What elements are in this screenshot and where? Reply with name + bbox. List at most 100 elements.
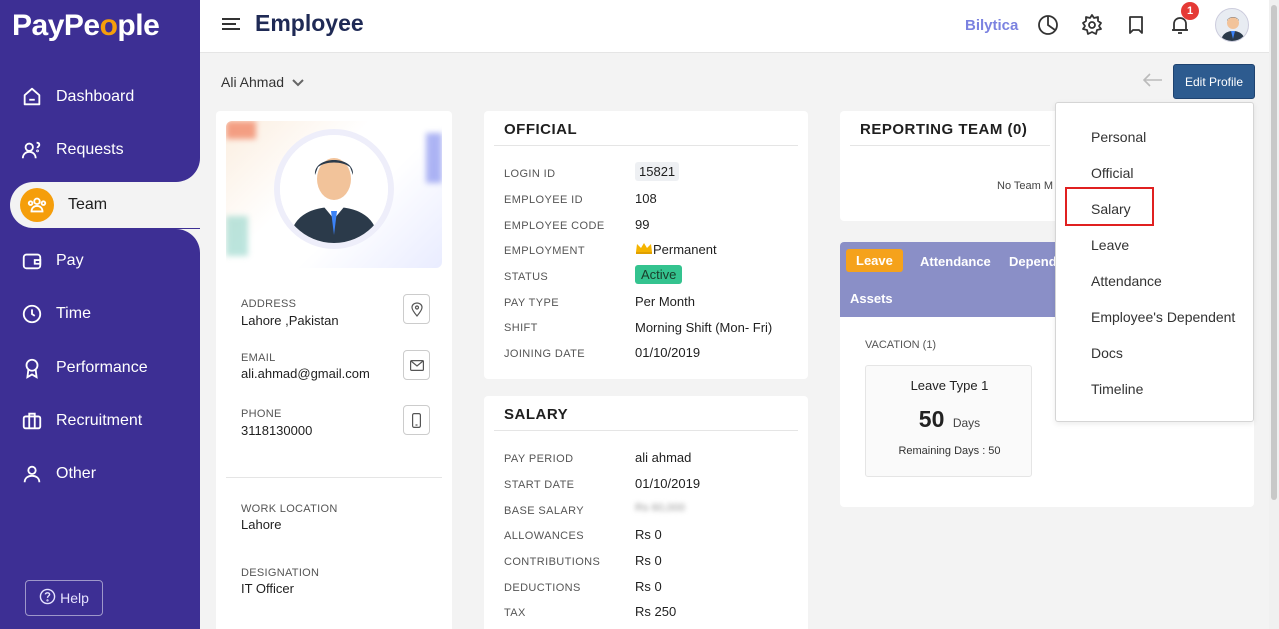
tab-assets[interactable]: Assets: [850, 291, 893, 306]
email-value: ali.ahmad@gmail.com: [241, 366, 370, 381]
work-location-value: Lahore: [241, 517, 282, 532]
sidebar-item-label: Pay: [56, 252, 84, 269]
menu-item-attendance[interactable]: Attendance: [1091, 273, 1162, 289]
employment-value: Permanent: [635, 242, 717, 257]
employment-text: Permanent: [653, 242, 717, 257]
menu-item-leave[interactable]: Leave: [1091, 237, 1130, 253]
phone-value: 3118130000: [241, 423, 313, 438]
sidebar-item-requests[interactable]: Requests: [0, 127, 200, 173]
sidebar-item-label: Time: [56, 305, 91, 322]
map-pin-icon[interactable]: [403, 294, 430, 324]
paint-splash-decoration: [226, 121, 256, 139]
hamburger-menu-icon[interactable]: [222, 17, 240, 36]
section-divider: [850, 145, 1050, 146]
crown-icon: [635, 242, 653, 257]
sidebar-item-label: Requests: [56, 141, 124, 158]
shift-label: SHIFT: [504, 322, 538, 334]
tab-dependents[interactable]: Depend: [1009, 254, 1057, 269]
help-button[interactable]: Help: [25, 580, 103, 616]
employee-id-value: 108: [635, 191, 657, 206]
logo-text-b: ple: [117, 9, 160, 42]
address-label: ADDRESS: [241, 298, 297, 310]
salary-card: SALARY PAY PERIOD ali ahmad START DATE 0…: [484, 396, 808, 629]
leave-type-title: Leave Type 1: [910, 378, 989, 393]
help-icon: [39, 588, 56, 608]
edit-profile-dropdown: Personal Official Salary Leave Attendanc…: [1055, 102, 1254, 422]
sidebar-item-performance[interactable]: Performance: [0, 345, 200, 391]
leave-type-box: Leave Type 1 50 Days Remaining Days : 50: [865, 365, 1032, 477]
sidebar-item-dashboard[interactable]: Dashboard: [0, 74, 200, 120]
login-id-pill: 15821: [635, 162, 680, 181]
mail-icon[interactable]: [403, 350, 430, 380]
paint-splash-decoration: [426, 133, 442, 183]
status-label: STATUS: [504, 271, 549, 283]
menu-item-dependent[interactable]: Employee's Dependent: [1091, 309, 1236, 325]
deductions-value: Rs 0: [635, 579, 662, 594]
menu-item-docs[interactable]: Docs: [1091, 345, 1123, 361]
brand-name[interactable]: Bilytica: [965, 17, 1019, 34]
tab-attendance[interactable]: Attendance: [920, 254, 991, 269]
no-team-text: No Team M: [997, 180, 1054, 192]
email-label: EMAIL: [241, 352, 276, 364]
sidebar-item-other[interactable]: Other: [0, 451, 200, 497]
contributions-value: Rs 0: [635, 553, 662, 568]
deductions-label: DEDUCTIONS: [504, 582, 581, 594]
bell-icon[interactable]: [1168, 13, 1192, 37]
allowances-value: Rs 0: [635, 527, 662, 542]
scrollbar-thumb[interactable]: [1271, 5, 1277, 500]
sidebar-item-pay[interactable]: Pay: [0, 238, 200, 284]
address-value: Lahore ,Pakistan: [241, 313, 339, 328]
reporting-team-title: REPORTING TEAM (0): [860, 121, 1028, 138]
menu-item-timeline[interactable]: Timeline: [1091, 381, 1144, 397]
page-scrollbar[interactable]: [1269, 0, 1279, 629]
top-header: Employee Bilytica 1: [200, 0, 1279, 53]
profile-photo-frame: [226, 121, 442, 268]
profile-photo: [274, 129, 394, 249]
sidebar-item-team[interactable]: Team: [10, 182, 200, 228]
gear-icon[interactable]: [1080, 13, 1104, 37]
vacation-label: VACATION (1): [865, 339, 937, 351]
sidebar-item-recruitment[interactable]: Recruitment: [0, 398, 200, 444]
phone-label: PHONE: [241, 408, 282, 420]
pay-icon: [20, 249, 44, 273]
salary-title: SALARY: [504, 406, 569, 423]
pay-period-label: PAY PERIOD: [504, 453, 574, 465]
status-badge: Active: [635, 265, 683, 284]
edit-profile-button[interactable]: Edit Profile: [1173, 64, 1255, 99]
sidebar-item-label: Dashboard: [56, 88, 135, 105]
team-icon: [20, 188, 54, 222]
joining-date-label: JOINING DATE: [504, 348, 585, 360]
joining-date-value: 01/10/2019: [635, 345, 701, 360]
employee-selector[interactable]: Ali Ahmad: [221, 74, 304, 90]
sidebar-curve-bottom: [170, 229, 200, 259]
official-title: OFFICIAL: [504, 121, 578, 138]
menu-item-official[interactable]: Official: [1091, 165, 1134, 181]
tab-leave[interactable]: Leave: [846, 249, 903, 272]
sidebar-item-time[interactable]: Time: [0, 291, 200, 337]
pay-type-label: PAY TYPE: [504, 297, 559, 309]
employee-id-label: EMPLOYEE ID: [504, 194, 583, 206]
user-avatar[interactable]: [1215, 8, 1249, 42]
menu-item-personal[interactable]: Personal: [1091, 129, 1147, 145]
allowances-label: ALLOWANCES: [504, 530, 585, 542]
bookmark-icon[interactable]: [1124, 13, 1148, 37]
official-card: OFFICIAL LOGIN ID 15821 EMPLOYEE ID 108 …: [484, 111, 808, 379]
menu-item-salary[interactable]: Salary: [1091, 201, 1131, 217]
back-arrow-icon[interactable]: [1142, 70, 1163, 93]
app-logo[interactable]: PayPeople: [12, 9, 160, 43]
notification-badge: 1: [1181, 2, 1199, 20]
logo-text-o: o: [99, 9, 118, 42]
pay-type-value: Per Month: [635, 294, 695, 309]
employee-code-label: EMPLOYEE CODE: [504, 220, 605, 232]
sidebar-item-label: Other: [56, 465, 97, 482]
sidebar-item-label: Performance: [56, 359, 148, 376]
logo-text-a: PayPe: [12, 9, 100, 42]
shift-value: Morning Shift (Mon- Fri): [635, 320, 773, 335]
pie-chart-icon[interactable]: [1036, 13, 1060, 37]
login-id-value: 15821: [635, 162, 680, 181]
chevron-down-icon: [292, 74, 304, 90]
phone-icon[interactable]: [403, 405, 430, 435]
designation-label: DESIGNATION: [241, 567, 320, 579]
start-date-value: 01/10/2019: [635, 476, 701, 491]
leave-days-row: 50 Days: [866, 406, 1033, 433]
